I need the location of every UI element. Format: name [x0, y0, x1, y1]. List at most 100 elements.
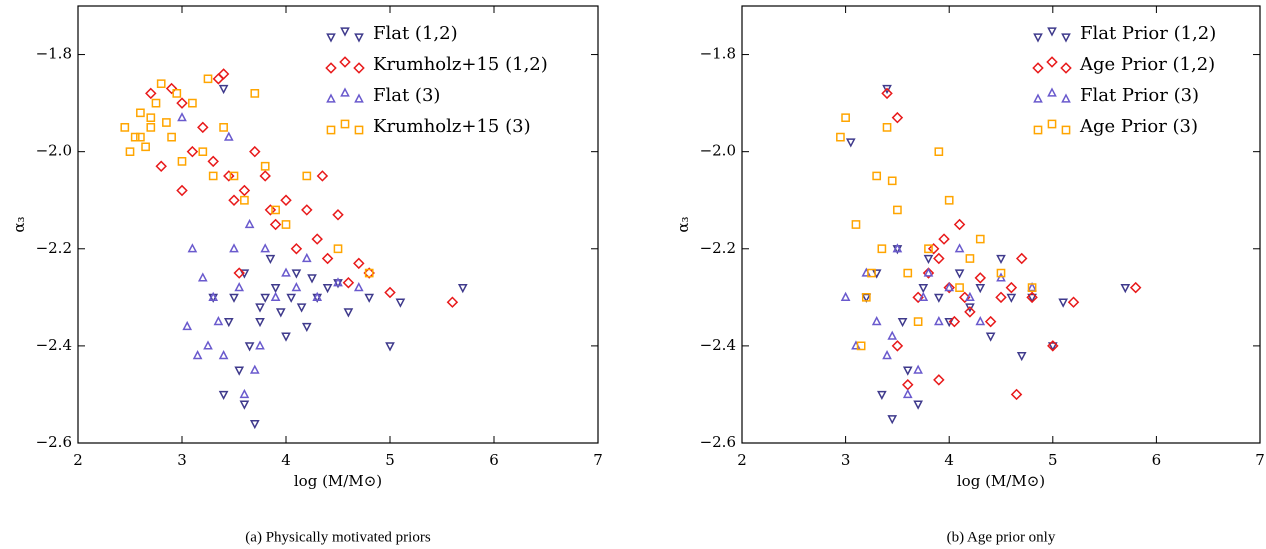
point [856, 341, 866, 351]
point [1120, 283, 1131, 294]
point [933, 293, 944, 303]
point [301, 252, 312, 263]
point [933, 316, 944, 326]
point [871, 316, 882, 326]
point [218, 84, 229, 95]
caption: (a) Physically motivated priors [245, 529, 431, 545]
caption: (b) Age prior only [947, 529, 1056, 545]
x-tick-label: 4 [944, 451, 954, 469]
point [146, 123, 156, 132]
point [913, 364, 923, 374]
point [275, 308, 286, 318]
point [239, 388, 250, 399]
point [353, 282, 364, 292]
point [229, 293, 239, 303]
plot-frame [77, 5, 599, 444]
x-tick-label: 6 [1152, 451, 1162, 469]
point [840, 291, 851, 301]
point [281, 220, 291, 229]
legend-marker [1046, 56, 1058, 68]
point [218, 350, 229, 360]
point [943, 281, 955, 294]
point [333, 277, 343, 287]
point [1027, 283, 1037, 292]
point [321, 252, 334, 265]
point [897, 317, 908, 328]
point [281, 332, 291, 342]
point [218, 390, 229, 401]
point [167, 132, 176, 142]
point [249, 419, 260, 430]
point [996, 254, 1006, 265]
legend-marker [340, 119, 350, 129]
point [1067, 296, 1080, 308]
point [203, 340, 213, 350]
y-tick-label: −2.4 [36, 336, 72, 354]
legend-marker [1032, 62, 1044, 74]
point [302, 171, 312, 181]
point [186, 145, 199, 158]
panel: 2 3 4 5 6 7 −2.6 −2.4 −2.2 −2.0 −1.8 log (M/M⊙) α₃ (a… [10, 5, 603, 545]
point [265, 254, 276, 265]
panel: 2 3 4 5 6 7 −2.6 −2.4 −2.2 −2.0 −1.8 log (M/M⊙) α₃ (b… [674, 5, 1265, 545]
point [332, 209, 344, 221]
point [385, 342, 395, 352]
point [312, 291, 323, 301]
y-tick-label: −2.6 [36, 433, 72, 451]
point [927, 243, 940, 255]
point [130, 132, 140, 142]
legend-label: Age Prior (1,2) [1079, 54, 1215, 75]
point [343, 308, 354, 318]
point [457, 283, 468, 294]
point [955, 283, 964, 292]
point [151, 98, 161, 108]
point [975, 316, 986, 326]
legend-marker [340, 87, 350, 97]
point [234, 282, 245, 292]
point [244, 218, 255, 229]
legend-marker [354, 33, 364, 43]
point [1016, 351, 1027, 362]
point [240, 195, 249, 205]
point [882, 123, 892, 132]
x-tick-label: 5 [385, 451, 395, 469]
y-tick-label: −2.2 [700, 239, 736, 257]
point [188, 98, 197, 108]
legend-marker [326, 125, 336, 135]
point [965, 303, 975, 313]
point [165, 82, 178, 95]
point [891, 340, 904, 352]
point [918, 291, 929, 301]
point [301, 204, 313, 216]
point [333, 244, 343, 254]
point [244, 342, 255, 352]
point [280, 194, 292, 206]
point [893, 205, 902, 215]
point [322, 283, 333, 294]
point [887, 415, 898, 425]
point [965, 254, 975, 263]
point [260, 161, 270, 171]
point [228, 194, 240, 206]
legend-marker [1047, 87, 1057, 97]
point [281, 267, 291, 277]
y-axis-label: α₃ [674, 216, 692, 232]
point [255, 317, 265, 328]
point [249, 364, 260, 374]
x-axis-label: log (M/M⊙) [957, 472, 1045, 490]
point [944, 195, 954, 205]
legend-marker [325, 62, 337, 74]
legend-marker [340, 27, 350, 37]
point [260, 243, 271, 253]
point [270, 283, 281, 294]
point [290, 243, 303, 255]
legend-marker [1061, 33, 1071, 43]
point [212, 73, 225, 85]
point [219, 123, 228, 132]
point [918, 283, 929, 294]
point [155, 160, 167, 172]
point [307, 274, 317, 284]
x-tick-label: 3 [177, 451, 187, 469]
point [954, 269, 965, 279]
x-tick-label: 6 [489, 451, 499, 469]
